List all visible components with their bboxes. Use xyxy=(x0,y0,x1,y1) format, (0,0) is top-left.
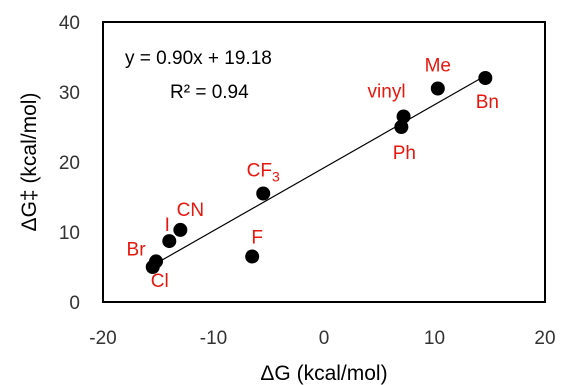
y-tick-label: 20 xyxy=(59,153,80,174)
x-axis-title: ΔG (kcal/mol) xyxy=(260,362,387,385)
data-point-cl xyxy=(145,260,160,274)
plot-frame xyxy=(102,21,546,303)
trendline xyxy=(152,75,486,266)
x-tick-label: -10 xyxy=(200,328,227,349)
point-label-cn: CN xyxy=(177,200,204,221)
trendline-r2: R² = 0.94 xyxy=(170,82,249,103)
point-label-bn: Bn xyxy=(476,92,499,113)
point-label-cf3: CF3 xyxy=(247,161,280,185)
y-tick-label: 30 xyxy=(59,83,80,104)
y-axis-title: ΔG‡ (kcal/mol) xyxy=(18,93,41,232)
y-tick-label: 0 xyxy=(69,293,80,314)
data-point-f xyxy=(245,249,260,264)
data-points xyxy=(145,71,493,274)
point-label-ph: Ph xyxy=(393,143,416,164)
point-label-me: Me xyxy=(425,56,451,77)
point-label-vinyl: vinyl xyxy=(368,82,406,103)
trendline-equation: y = 0.90x + 19.18 xyxy=(125,48,272,69)
data-point-cf3 xyxy=(256,186,271,201)
tick-labels: -20 -10 0 10 20 0 10 20 30 40 xyxy=(59,13,556,349)
point-label-i: I xyxy=(165,215,170,236)
data-point-i xyxy=(162,234,177,249)
data-point-cn xyxy=(173,222,188,237)
x-tick-label: -20 xyxy=(89,328,116,349)
point-label-f: F xyxy=(251,228,263,249)
data-point-me xyxy=(430,81,445,96)
point-label-br: Br xyxy=(127,239,147,260)
y-tick-label: 40 xyxy=(59,13,80,34)
x-tick-label: 20 xyxy=(534,328,555,349)
y-tick-label: 10 xyxy=(59,223,80,244)
data-point-vinyl xyxy=(396,109,411,124)
x-tick-label: 0 xyxy=(319,328,330,349)
point-label-cl: Cl xyxy=(151,271,169,292)
data-point-bn xyxy=(478,71,493,85)
data-point-ph xyxy=(394,120,409,134)
x-tick-label: 10 xyxy=(424,328,445,349)
